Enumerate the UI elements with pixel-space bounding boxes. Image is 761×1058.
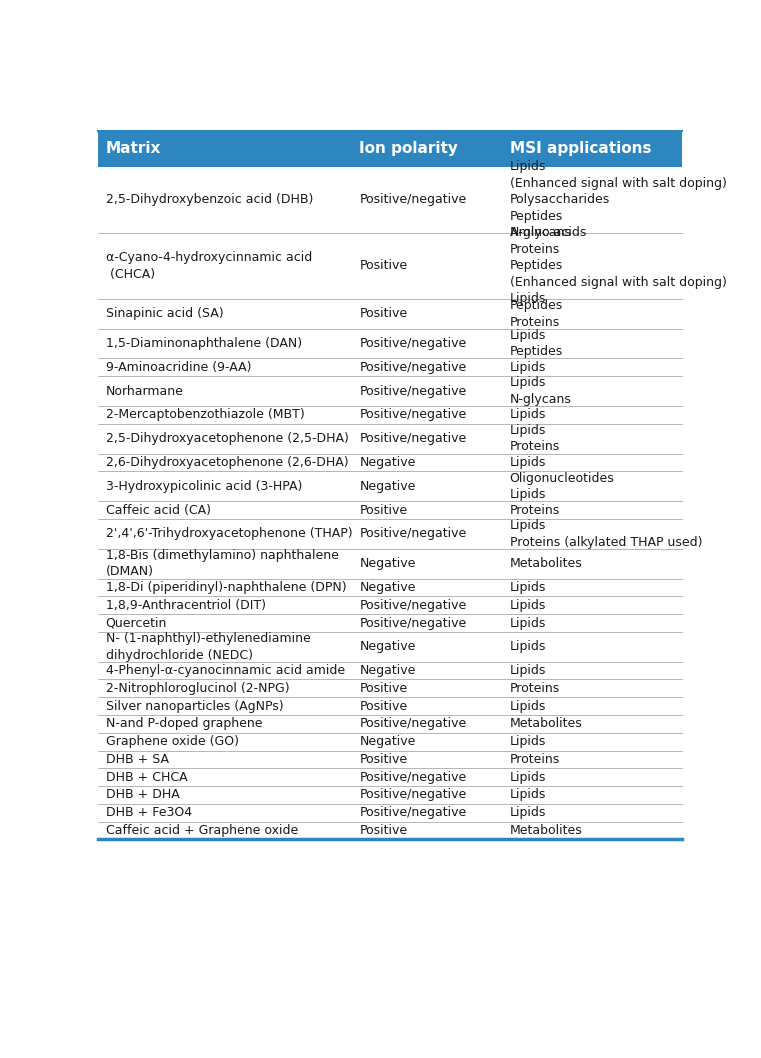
Text: Proteins: Proteins bbox=[510, 753, 560, 766]
Text: Silver nanoparticles (AgNPs): Silver nanoparticles (AgNPs) bbox=[106, 699, 283, 713]
Text: Positive/negative: Positive/negative bbox=[359, 717, 466, 730]
Text: 3-Hydroxypicolinic acid (3-HPA): 3-Hydroxypicolinic acid (3-HPA) bbox=[106, 480, 302, 493]
Text: 2-Mercaptobenzothiazole (MBT): 2-Mercaptobenzothiazole (MBT) bbox=[106, 408, 304, 421]
Text: Positive: Positive bbox=[359, 753, 407, 766]
Text: Positive: Positive bbox=[359, 307, 407, 321]
Text: Graphene oxide (GO): Graphene oxide (GO) bbox=[106, 735, 239, 748]
Text: 1,8,9-Anthracentriol (DIT): 1,8,9-Anthracentriol (DIT) bbox=[106, 599, 266, 612]
Text: Positive: Positive bbox=[359, 681, 407, 695]
Text: Lipids: Lipids bbox=[510, 408, 546, 421]
Text: 2-Nitrophloroglucinol (2-NPG): 2-Nitrophloroglucinol (2-NPG) bbox=[106, 681, 289, 695]
Text: Negative: Negative bbox=[359, 664, 416, 677]
Text: Matrix: Matrix bbox=[106, 142, 161, 157]
Text: Lipids: Lipids bbox=[510, 599, 546, 612]
Text: Negative: Negative bbox=[359, 581, 416, 594]
Text: Positive/negative: Positive/negative bbox=[359, 527, 466, 541]
Text: 1,8-Bis (dimethylamino) naphthalene
(DMAN): 1,8-Bis (dimethylamino) naphthalene (DMA… bbox=[106, 549, 339, 579]
Text: 2',4',6'-Trihydroxyacetophenone (THAP): 2',4',6'-Trihydroxyacetophenone (THAP) bbox=[106, 527, 352, 541]
Text: N-and P-doped graphene: N-and P-doped graphene bbox=[106, 717, 263, 730]
Text: Ion polarity: Ion polarity bbox=[359, 142, 458, 157]
Text: N- (1-naphthyl)-ethylenediamine
dihydrochloride (NEDC): N- (1-naphthyl)-ethylenediamine dihydroc… bbox=[106, 632, 310, 661]
Text: Positive: Positive bbox=[359, 824, 407, 837]
Text: 9-Aminoacridine (9-AA): 9-Aminoacridine (9-AA) bbox=[106, 361, 251, 373]
Text: Negative: Negative bbox=[359, 480, 416, 493]
Text: Lipids
N-glycans: Lipids N-glycans bbox=[510, 377, 572, 406]
Text: 2,6-Dihydroxyacetophenone (2,6-DHA): 2,6-Dihydroxyacetophenone (2,6-DHA) bbox=[106, 456, 349, 469]
Text: Metabolites: Metabolites bbox=[510, 824, 582, 837]
Text: Lipids: Lipids bbox=[510, 640, 546, 653]
Text: DHB + CHCA: DHB + CHCA bbox=[106, 770, 187, 784]
Text: Negative: Negative bbox=[359, 640, 416, 653]
Text: Lipids: Lipids bbox=[510, 581, 546, 594]
Text: Positive/negative: Positive/negative bbox=[359, 361, 466, 373]
Text: Caffeic acid (CA): Caffeic acid (CA) bbox=[106, 504, 211, 516]
Text: Lipids: Lipids bbox=[510, 788, 546, 801]
Text: Metabolites: Metabolites bbox=[510, 558, 582, 570]
Text: Lipids
Proteins (alkylated THAP used): Lipids Proteins (alkylated THAP used) bbox=[510, 519, 702, 549]
Text: Lipids: Lipids bbox=[510, 456, 546, 469]
Text: Lipids
Proteins: Lipids Proteins bbox=[510, 424, 560, 454]
Text: Proteins: Proteins bbox=[510, 504, 560, 516]
Text: Quercetin: Quercetin bbox=[106, 617, 167, 630]
Text: Positive/negative: Positive/negative bbox=[359, 617, 466, 630]
Text: Lipids: Lipids bbox=[510, 617, 546, 630]
Text: Positive/negative: Positive/negative bbox=[359, 788, 466, 801]
Text: Positive: Positive bbox=[359, 259, 407, 272]
Text: Negative: Negative bbox=[359, 735, 416, 748]
Text: Positive: Positive bbox=[359, 699, 407, 713]
Text: Lipids: Lipids bbox=[510, 699, 546, 713]
Text: DHB + Fe3O4: DHB + Fe3O4 bbox=[106, 806, 192, 819]
Text: Negative: Negative bbox=[359, 456, 416, 469]
Text: Positive/negative: Positive/negative bbox=[359, 599, 466, 612]
Text: Positive/negative: Positive/negative bbox=[359, 770, 466, 784]
Text: Norharmane: Norharmane bbox=[106, 385, 183, 398]
Text: Sinapinic acid (SA): Sinapinic acid (SA) bbox=[106, 307, 224, 321]
Text: 2,5-Dihydroxybenzoic acid (DHB): 2,5-Dihydroxybenzoic acid (DHB) bbox=[106, 194, 313, 206]
Text: Positive/negative: Positive/negative bbox=[359, 385, 466, 398]
Text: Metabolites: Metabolites bbox=[510, 717, 582, 730]
Text: Oligonucleotides
Lipids: Oligonucleotides Lipids bbox=[510, 472, 614, 501]
Text: Lipids
(Enhanced signal with salt doping)
Polysaccharides
Peptides
Amino acids: Lipids (Enhanced signal with salt doping… bbox=[510, 161, 727, 239]
Text: DHB + DHA: DHB + DHA bbox=[106, 788, 180, 801]
Text: 4-Phenyl-α-cyanocinnamic acid amide: 4-Phenyl-α-cyanocinnamic acid amide bbox=[106, 664, 345, 677]
Text: MSI applications: MSI applications bbox=[510, 142, 651, 157]
Text: 1,5-Diaminonaphthalene (DAN): 1,5-Diaminonaphthalene (DAN) bbox=[106, 338, 302, 350]
Text: Lipids: Lipids bbox=[510, 770, 546, 784]
Text: Positive: Positive bbox=[359, 504, 407, 516]
Text: N-glycans
Proteins
Peptides
(Enhanced signal with salt doping)
Lipids: N-glycans Proteins Peptides (Enhanced si… bbox=[510, 226, 727, 306]
Text: Proteins: Proteins bbox=[510, 681, 560, 695]
Text: DHB + SA: DHB + SA bbox=[106, 753, 169, 766]
Text: Peptides
Proteins: Peptides Proteins bbox=[510, 299, 563, 329]
Text: Caffeic acid + Graphene oxide: Caffeic acid + Graphene oxide bbox=[106, 824, 298, 837]
Text: Lipids: Lipids bbox=[510, 735, 546, 748]
Text: Lipids: Lipids bbox=[510, 806, 546, 819]
Text: Positive/negative: Positive/negative bbox=[359, 408, 466, 421]
Bar bbox=[98, 131, 682, 167]
Text: Lipids: Lipids bbox=[510, 664, 546, 677]
Text: 2,5-Dihydroxyacetophenone (2,5-DHA): 2,5-Dihydroxyacetophenone (2,5-DHA) bbox=[106, 433, 349, 445]
Text: Positive/negative: Positive/negative bbox=[359, 194, 466, 206]
Text: Lipids
Peptides: Lipids Peptides bbox=[510, 329, 563, 359]
Text: Negative: Negative bbox=[359, 558, 416, 570]
Text: Lipids: Lipids bbox=[510, 361, 546, 373]
Text: Positive/negative: Positive/negative bbox=[359, 338, 466, 350]
Text: α-Cyano-4-hydroxycinnamic acid
 (CHCA): α-Cyano-4-hydroxycinnamic acid (CHCA) bbox=[106, 251, 312, 280]
Text: 1,8-Di (piperidinyl)-naphthalene (DPN): 1,8-Di (piperidinyl)-naphthalene (DPN) bbox=[106, 581, 346, 594]
Text: Positive/negative: Positive/negative bbox=[359, 433, 466, 445]
Text: Positive/negative: Positive/negative bbox=[359, 806, 466, 819]
